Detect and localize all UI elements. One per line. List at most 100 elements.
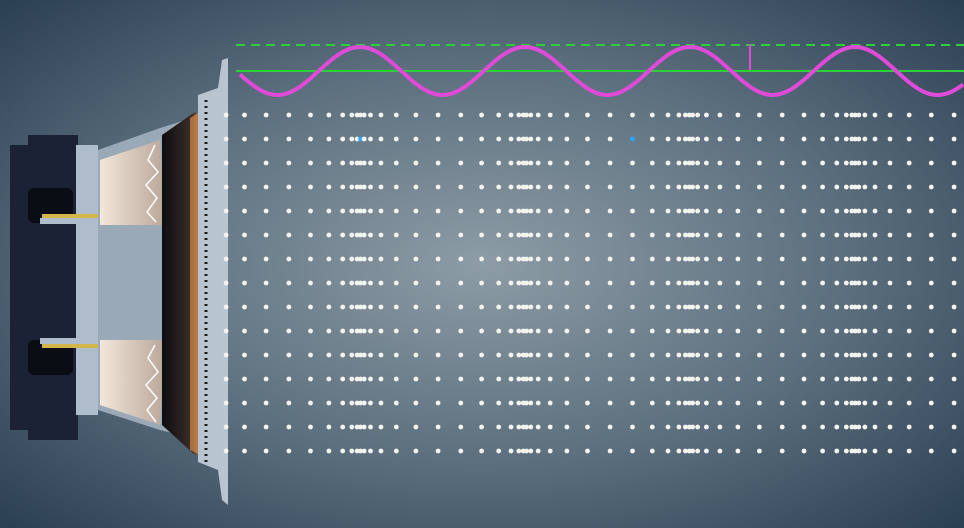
air-particle	[852, 232, 858, 238]
air-particle	[361, 112, 367, 118]
air-particle	[862, 280, 868, 286]
air-particle	[413, 208, 419, 214]
air-particle	[263, 376, 269, 382]
air-particle	[820, 304, 825, 310]
air-particle	[695, 160, 700, 166]
air-particle	[676, 256, 682, 262]
air-particle	[413, 352, 419, 358]
air-particle	[378, 448, 384, 454]
air-particle	[354, 112, 360, 118]
air-particle	[676, 400, 682, 406]
air-particle	[340, 400, 346, 406]
air-particle	[849, 256, 855, 262]
air-particle	[862, 328, 868, 334]
air-particle	[735, 304, 741, 310]
air-particle	[665, 400, 671, 406]
air-particle	[242, 400, 247, 406]
air-particle	[686, 232, 692, 238]
air-particle	[928, 376, 934, 382]
air-particle	[852, 376, 858, 382]
air-particle	[735, 136, 741, 142]
air-particle	[349, 352, 355, 358]
air-particle	[326, 232, 332, 238]
air-particle	[704, 400, 709, 406]
air-particle	[630, 376, 635, 382]
air-particle	[308, 304, 313, 310]
air-particle	[717, 232, 723, 238]
air-particle	[607, 328, 613, 334]
air-particle	[564, 280, 570, 286]
air-particle	[665, 136, 671, 142]
air-particle	[524, 208, 529, 214]
air-particle	[843, 184, 849, 190]
air-particle	[820, 136, 825, 142]
air-particle	[856, 232, 862, 238]
air-particle	[564, 112, 570, 118]
air-particle	[242, 328, 247, 334]
air-particle	[695, 136, 700, 142]
air-particle	[887, 280, 893, 286]
air-particle	[887, 304, 893, 310]
air-particle	[413, 160, 419, 166]
air-particle	[378, 328, 384, 334]
air-particle	[435, 352, 441, 358]
air-particle	[717, 160, 723, 166]
air-particle	[717, 184, 723, 190]
air-particle	[547, 328, 553, 334]
air-particle	[951, 184, 957, 190]
surround	[198, 58, 228, 505]
air-particle	[820, 424, 825, 430]
air-particle	[607, 280, 613, 286]
air-particle	[862, 160, 868, 166]
air-particle	[704, 136, 709, 142]
air-particle	[508, 184, 514, 190]
air-particle	[368, 112, 373, 118]
air-particle	[358, 136, 363, 142]
air-particle	[686, 208, 692, 214]
air-particle	[378, 184, 384, 190]
air-particle	[717, 424, 723, 430]
air-particle	[779, 160, 785, 166]
air-particle	[872, 280, 878, 286]
air-particle	[676, 280, 682, 286]
air-particle	[834, 328, 840, 334]
air-particle	[695, 184, 700, 190]
air-particle	[223, 184, 229, 190]
air-particle	[856, 400, 862, 406]
air-particle	[717, 136, 723, 142]
air-particle	[496, 160, 502, 166]
air-particle	[704, 304, 709, 310]
air-particle	[242, 304, 247, 310]
air-particle	[801, 400, 807, 406]
air-particle	[690, 448, 695, 454]
air-particle	[704, 160, 709, 166]
air-particle	[849, 232, 855, 238]
air-particle	[286, 400, 292, 406]
air-particle	[928, 256, 934, 262]
air-particle	[413, 184, 419, 190]
air-particle	[834, 160, 840, 166]
air-particle	[528, 256, 534, 262]
air-particle	[508, 232, 514, 238]
air-particle	[479, 184, 484, 190]
air-particle	[862, 424, 868, 430]
air-particle	[547, 256, 553, 262]
air-particle	[717, 304, 723, 310]
air-particle	[834, 400, 840, 406]
air-particle	[843, 232, 849, 238]
air-particle	[856, 184, 862, 190]
air-particle	[393, 208, 399, 214]
air-particle	[479, 352, 484, 358]
air-particle	[378, 136, 384, 142]
air-particle	[368, 424, 373, 430]
air-particle	[361, 328, 367, 334]
air-particle	[649, 160, 655, 166]
air-particle	[340, 304, 346, 310]
air-particle	[676, 136, 682, 142]
air-particle	[286, 184, 292, 190]
air-particle	[286, 304, 292, 310]
air-particle	[801, 448, 807, 454]
air-particle	[547, 184, 553, 190]
air-particle	[378, 112, 384, 118]
air-particle	[508, 448, 514, 454]
